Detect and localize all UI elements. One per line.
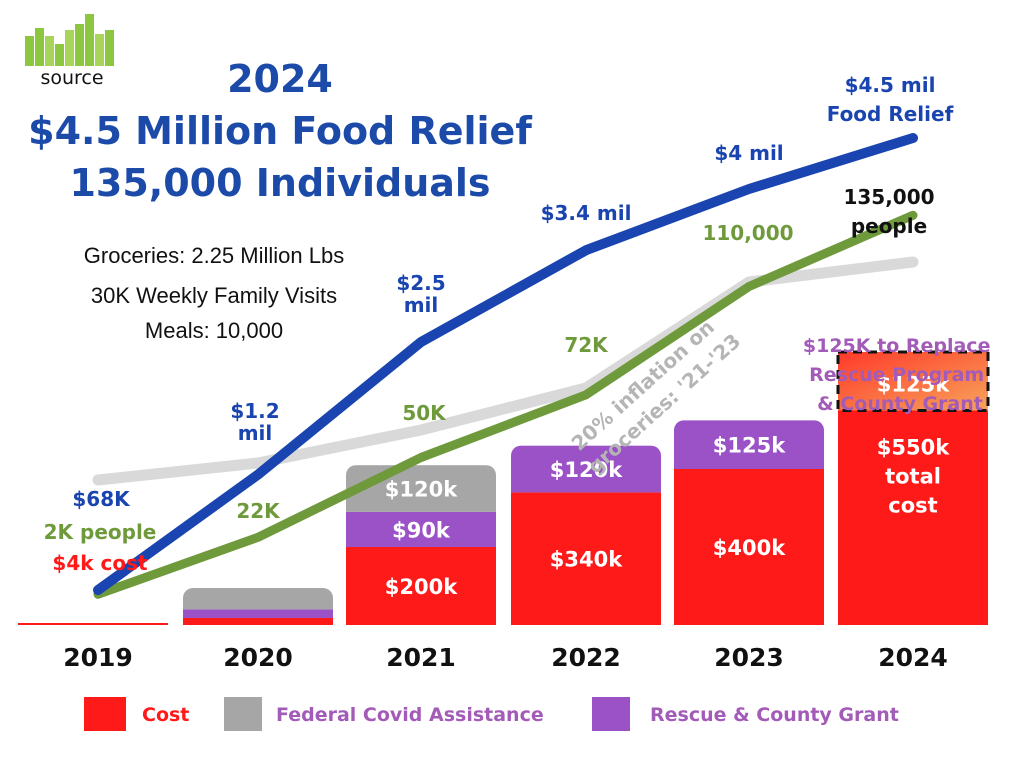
cost-label-2019: $4k cost — [52, 551, 148, 575]
legend-swatch-covid — [224, 697, 262, 731]
bar-label-cost-2021: $200k — [385, 575, 458, 599]
legend-label-covid: Federal Covid Assistance — [276, 704, 544, 726]
food-label-2021: $2.5 mil — [396, 271, 445, 317]
legend: Cost Federal Covid Assistance Rescue & C… — [84, 697, 899, 731]
people-label-2021: 50K — [402, 401, 447, 425]
year-label-2020: 2020 — [223, 643, 293, 672]
bar-2020 — [183, 587, 333, 625]
bar-label-cost-2023: $400k — [713, 536, 786, 560]
logo-bar-5 — [65, 30, 74, 66]
logo-text: source — [40, 67, 103, 89]
people-label-2023: 110,000 — [702, 221, 793, 245]
bar-label-rescue-2022: $120k — [550, 458, 623, 482]
year-label-2021: 2021 — [386, 643, 456, 672]
stat-meals: Meals: 10,000 — [145, 318, 283, 343]
year-label-2023: 2023 — [714, 643, 784, 672]
bar-group: $200k $90k $120k $340k $120k $400k $125k $550k t… — [183, 361, 988, 625]
stat-weekly-visits: 30K Weekly Family Visits — [91, 283, 337, 308]
people-label-2024: 135,000 people — [843, 185, 934, 238]
food-label-2024: $4.5 mil Food Relief — [827, 73, 954, 126]
bar-seg-cost-2022 — [511, 492, 661, 625]
stat-groceries: Groceries: 2.25 Million Lbs — [84, 243, 344, 268]
bar-seg-rescue-2022 — [511, 445, 661, 493]
people-label-2020: 22K — [236, 499, 281, 523]
year-label-2024: 2024 — [878, 643, 948, 672]
bar-2021 — [346, 465, 496, 625]
bar-label-cost-2022: $340k — [550, 548, 623, 572]
logo-bar-1 — [25, 36, 34, 66]
bar-seg-cost-2021 — [346, 547, 496, 625]
bar-seg-rescue-2023 — [674, 420, 824, 469]
logo-bar-6 — [75, 24, 84, 66]
legend-swatch-cost — [84, 697, 126, 731]
line-label-group: $68K $1.2 mil $2.5 mil $3.4 mil $4 mil $4.5 mil… — [44, 73, 954, 575]
projected-grant-rect — [836, 350, 990, 412]
logo-bar-2 — [35, 28, 44, 66]
year-label-2019: 2019 — [63, 643, 133, 672]
bar-label-cost-2024: $550k total cost — [877, 436, 950, 518]
people-label-2019: 2K people — [44, 520, 157, 544]
logo-bar-8 — [95, 34, 104, 66]
projected-grant-box: $125k — [836, 350, 990, 412]
bar-seg-cost-2023 — [674, 469, 824, 625]
year-label-2022: 2022 — [551, 643, 621, 672]
bar-seg-cost-2020 — [183, 617, 333, 625]
food-label-2022: $3.4 mil — [541, 201, 632, 225]
food-label-2020: $1.2 mil — [230, 399, 279, 445]
bar-seg-rescue-2021 — [346, 511, 496, 547]
legend-label-rescue: Rescue & County Grant — [650, 704, 899, 726]
source-logo: source — [25, 14, 114, 89]
logo-bar-7 — [85, 14, 94, 66]
bar-seg-cost-2024 — [838, 410, 988, 625]
logo-bar-9 — [105, 30, 114, 66]
people-label-2022: 72K — [564, 333, 609, 357]
bar-label-rescue-2021: $90k — [392, 518, 451, 542]
title-individuals: 135,000 Individuals — [69, 161, 490, 205]
food-relief-line — [93, 133, 918, 596]
title-amount: $4.5 Million Food Relief — [28, 109, 532, 153]
bar-seg-covid-2021 — [346, 465, 496, 512]
projected-grant-label: $125k — [877, 372, 950, 396]
logo-bar-4 — [55, 44, 64, 66]
replace-annotation: $125K to Replace Rescue Program & County… — [803, 335, 997, 415]
bar-2023 — [674, 420, 824, 625]
bar-label-covid-2021: $120k — [385, 478, 458, 502]
logo-bar-3 — [45, 36, 54, 66]
food-label-2019: $68K — [72, 487, 131, 511]
people-line — [93, 210, 918, 599]
title-year: 2024 — [227, 57, 333, 101]
food-label-2023: $4 mil — [714, 141, 783, 165]
bar-2022 — [511, 445, 661, 625]
bar-label-rescue-2023: $125k — [713, 434, 786, 458]
legend-swatch-rescue — [592, 697, 630, 731]
bar-seg-covid-2020 — [183, 587, 333, 610]
bar-seg-rescue-2020 — [183, 609, 333, 618]
year-axis: 2019 2020 2021 2022 2023 2024 — [63, 643, 948, 672]
legend-label-cost: Cost — [142, 704, 189, 726]
